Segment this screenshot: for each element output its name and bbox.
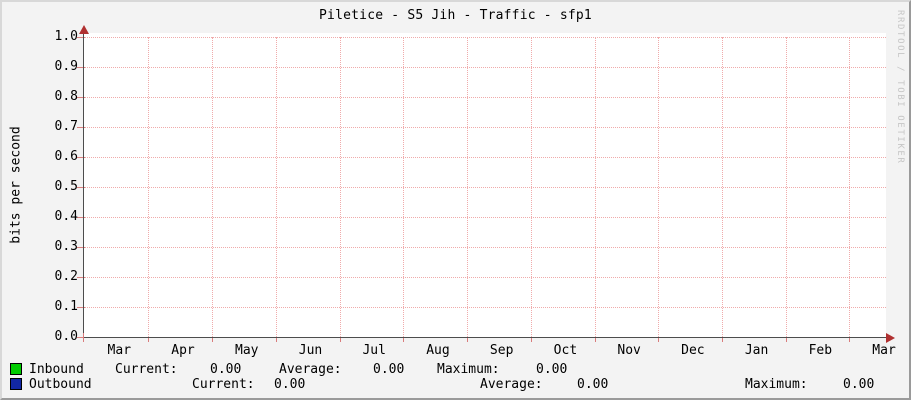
- x-tick-label: Jan: [744, 343, 769, 358]
- y-axis-title: bits per second: [8, 126, 24, 244]
- legend-series-name: Outbound: [29, 377, 92, 392]
- origin-tick: [83, 333, 84, 342]
- x-tick-label: May: [235, 343, 259, 358]
- y-tick-label: 0.4: [54, 209, 78, 224]
- y-tick: [77, 247, 85, 248]
- stat-label: Current:: [115, 362, 178, 377]
- stat-value: 0.00: [536, 362, 568, 377]
- stat-label: Average:: [480, 377, 543, 392]
- h-gridline: [84, 67, 886, 68]
- y-axis-arrow-icon: [79, 25, 89, 34]
- v-gridline: [339, 37, 341, 337]
- plot-area: [84, 33, 886, 337]
- h-gridline: [84, 247, 886, 248]
- y-tick-label: 1.0: [54, 29, 78, 44]
- stat-value: 0.00: [274, 377, 306, 392]
- x-tick-label: Apr: [171, 343, 195, 358]
- v-gridline: [275, 37, 277, 337]
- h-gridline: [84, 307, 886, 308]
- x-tick: [467, 337, 469, 342]
- y-tick: [77, 67, 85, 68]
- x-tick-label: Jul: [362, 343, 386, 358]
- v-gridline: [212, 37, 214, 337]
- x-tick: [275, 337, 277, 342]
- h-gridline: [84, 277, 886, 278]
- x-tick: [721, 337, 723, 342]
- h-gridline: [84, 127, 886, 128]
- h-gridline: [84, 97, 886, 98]
- y-tick: [77, 97, 85, 98]
- y-tick: [77, 37, 85, 38]
- rrdtool-watermark: RRDTOOL / TOBI OETIKER: [895, 10, 905, 165]
- x-tick: [849, 337, 851, 342]
- outbound-swatch: [10, 378, 22, 390]
- stat-value: 0.00: [373, 362, 405, 377]
- v-gridline: [594, 37, 596, 337]
- v-gridline: [530, 37, 532, 337]
- y-tick-label: 0.9: [54, 59, 78, 74]
- x-tick-label: Dec: [681, 343, 705, 358]
- x-tick-label: Nov: [617, 343, 641, 358]
- y-tick-label: 0.2: [54, 269, 78, 284]
- v-gridline: [849, 37, 851, 337]
- graph-title: Piletice - S5 Jih - Traffic - sfp1: [319, 8, 592, 23]
- v-gridline: [148, 37, 150, 337]
- x-tick: [658, 337, 660, 342]
- stat-value: 0.00: [210, 362, 242, 377]
- x-tick: [148, 337, 150, 342]
- inbound-swatch: [10, 363, 22, 375]
- x-tick-label: Jun: [298, 343, 323, 358]
- stat-label: Average:: [279, 362, 342, 377]
- x-tick: [530, 337, 532, 342]
- x-tick: [212, 337, 214, 342]
- x-axis-line: [83, 337, 888, 338]
- h-gridline: [84, 157, 886, 158]
- y-tick-label: 0.0: [54, 329, 78, 344]
- stat-label: Current:: [192, 377, 255, 392]
- y-tick: [77, 157, 85, 158]
- v-gridline: [785, 37, 787, 337]
- v-gridline: [721, 37, 723, 337]
- x-tick-label: Mar: [872, 343, 896, 358]
- legend-series-name: Inbound: [29, 362, 84, 377]
- x-tick-label: Mar: [107, 343, 132, 358]
- stat-value: 0.00: [843, 377, 875, 392]
- y-tick: [77, 307, 85, 308]
- x-tick-label: Sep: [489, 343, 514, 358]
- x-tick-label: Oct: [553, 343, 578, 358]
- y-tick: [77, 127, 85, 128]
- x-tick: [403, 337, 405, 342]
- h-gridline: [84, 217, 886, 218]
- v-gridline: [658, 37, 660, 337]
- y-tick-label: 0.1: [54, 299, 78, 314]
- y-tick: [77, 187, 85, 188]
- h-gridline: [84, 187, 886, 188]
- y-tick: [77, 337, 85, 338]
- y-tick-label: 0.6: [54, 149, 78, 164]
- y-axis-line: [83, 31, 84, 338]
- y-tick-label: 0.3: [54, 239, 78, 254]
- y-tick-label: 0.5: [54, 179, 78, 194]
- stat-label: Maximum:: [745, 377, 808, 392]
- h-gridline: [84, 37, 886, 38]
- legend-row-outbound: Outbound Current: 0.00 Average: 0.00 Max…: [2, 378, 909, 391]
- legend-row-inbound: Inbound Current: 0.00 Average: 0.00 Maxi…: [2, 363, 909, 376]
- x-tick: [339, 337, 341, 342]
- y-tick-label: 0.7: [54, 119, 78, 134]
- stat-label: Maximum:: [437, 362, 500, 377]
- x-tick: [594, 337, 596, 342]
- x-tick: [785, 337, 787, 342]
- stat-value: 0.00: [577, 377, 609, 392]
- y-tick: [77, 277, 85, 278]
- y-tick-label: 0.8: [54, 89, 78, 104]
- x-axis-arrow-icon: [886, 333, 895, 343]
- v-gridline: [467, 37, 469, 337]
- y-tick: [77, 217, 85, 218]
- x-tick-label: Feb: [808, 343, 833, 358]
- x-tick-label: Aug: [426, 343, 450, 358]
- v-gridline: [403, 37, 405, 337]
